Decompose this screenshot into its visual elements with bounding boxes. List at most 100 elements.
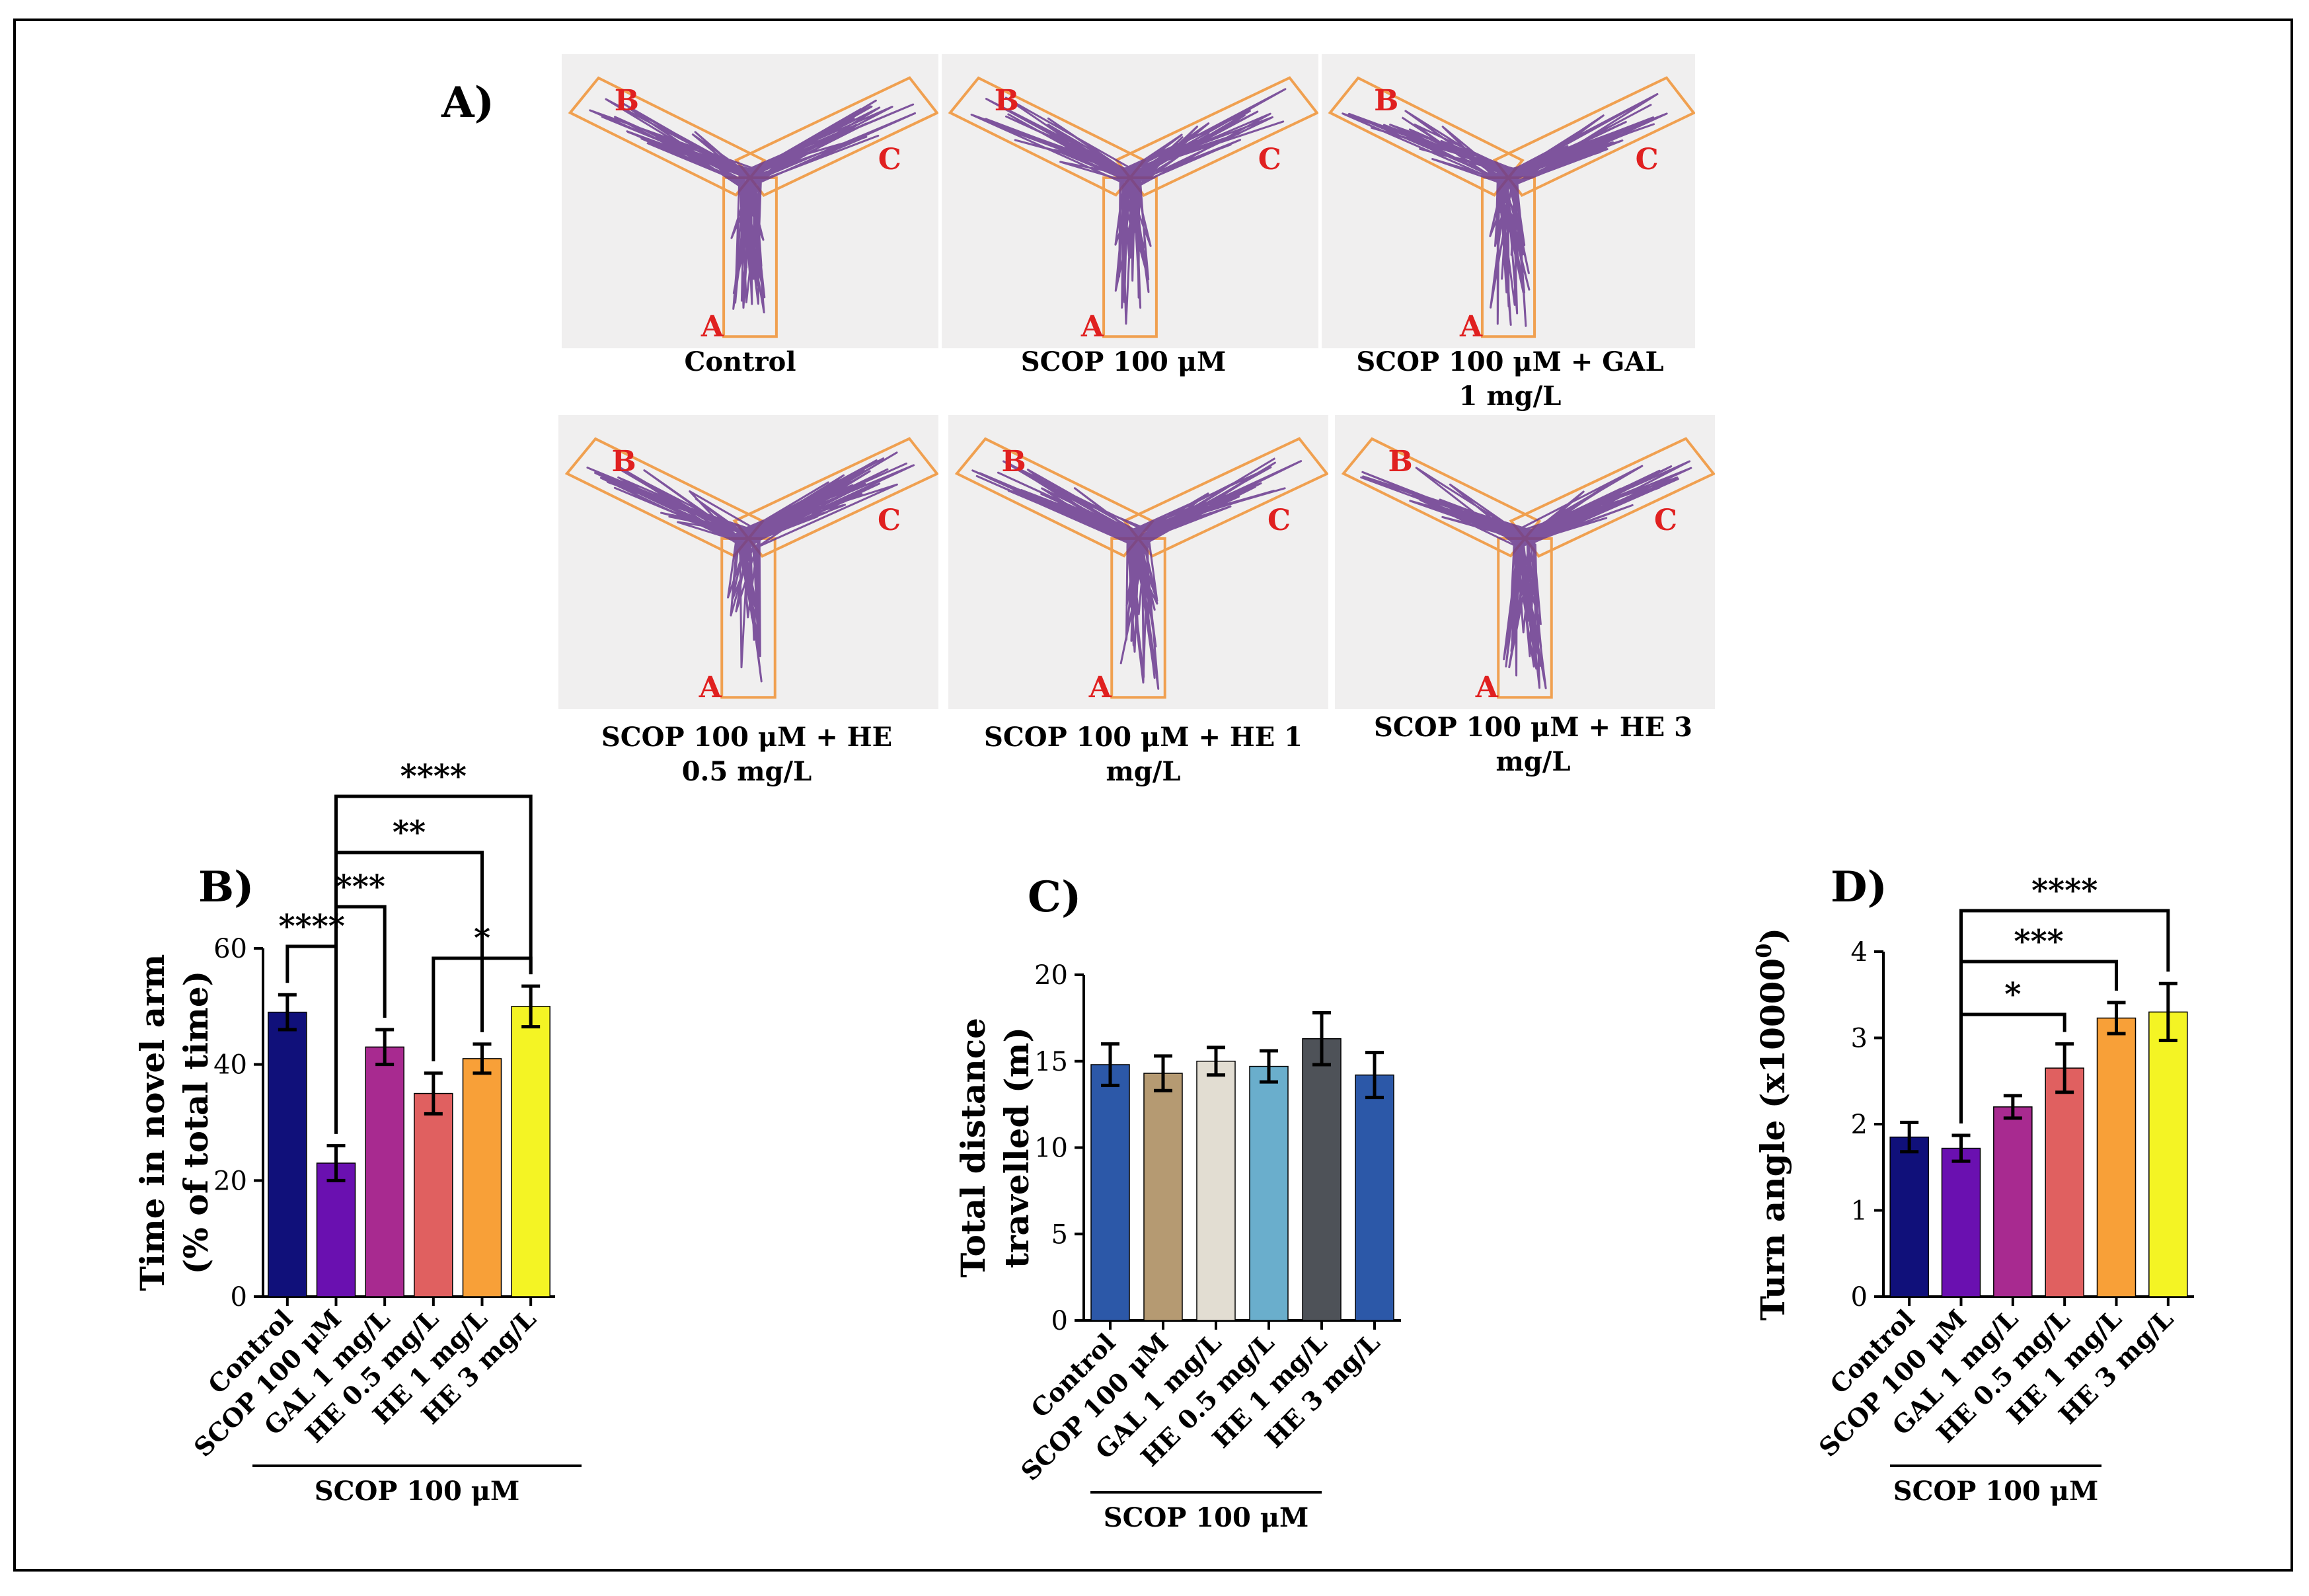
ymaze-arm-label: C [1268,503,1291,537]
bar [1993,1106,2033,1297]
y-tick-label: 10 [1034,1133,1068,1164]
ymaze-track-image: A B C [562,54,938,348]
bar [1941,1147,1981,1297]
ymaze-arm-label: B [611,444,636,478]
ymaze-arm-label: C [1654,503,1678,537]
panel-label-c: C) [1028,872,1082,922]
ymaze-arm-label: A [699,671,722,705]
y-axis-label-line2: travelled (m) [997,1027,1036,1268]
bar [365,1046,404,1297]
y-axis-label: Time in novel arm [133,954,172,1291]
ymaze-track-path [971,89,1285,324]
ymaze-arm-label: C [878,503,901,537]
significance-label: *** [336,868,385,905]
ymaze-arm-label: A [1475,671,1498,705]
ymaze-svg [948,415,1328,709]
y-tick-label: 3 [1851,1024,1868,1054]
y-tick-label: 0 [1851,1282,1868,1312]
bar [1889,1136,1929,1297]
bar [462,1058,502,1297]
ymaze-track-image: A B C [942,54,1318,348]
bar [1090,1064,1130,1321]
significance-label: *** [2014,923,2063,960]
bar [414,1092,453,1297]
y-tick-label: 20 [213,1166,247,1196]
y-axis-label-close: ) [1753,928,1792,944]
ymaze-arm-label: C [1635,142,1659,176]
maze-caption: SCOP 100 μM [1020,346,1227,377]
significance-label: **** [2031,872,2098,909]
bar [1143,1073,1183,1321]
ymaze-arm-label: B [994,83,1019,118]
bar [316,1162,356,1297]
ymaze-track-image: A B C [558,415,938,709]
significance-bracket [1959,909,2170,1123]
panel-label-b: B) [198,862,254,912]
bar [1355,1074,1394,1321]
ymaze-svg [558,415,938,709]
bar [511,1006,550,1297]
figure-frame [13,19,2293,1572]
panel-label-a: A) [441,78,494,128]
ymaze-track-image: A B C [948,415,1328,709]
significance-bracket [1959,960,2118,1123]
significance-label: * [2004,976,2021,1013]
significance-label: **** [278,908,344,945]
y-tick-label: 0 [1051,1306,1068,1336]
y-tick-label: 40 [213,1050,247,1081]
ymaze-arm-label: A [1460,310,1483,344]
maze-caption: SCOP 100 μM + HE 1 mg/L [984,722,1303,787]
y-tick-label: 1 [1851,1196,1868,1227]
bar [2148,1011,2188,1297]
y-axis-label-sup: 0 [1751,943,1776,958]
maze-caption: SCOP 100 μM + HE 3 mg/L [1374,712,1692,777]
maze-caption: Control [684,346,796,377]
y-tick-label: 60 [213,934,247,964]
ymaze-arm-label: A [1088,671,1112,705]
ymaze-arm-label: A [700,310,724,344]
significance-bracket [334,794,533,1134]
maze-caption: SCOP 100 μM + HE 0.5 mg/L [601,722,893,787]
y-axis-label-text: Turn angle (x10000 [1753,958,1792,1320]
ymaze-arm-label: B [1374,83,1399,118]
ymaze-svg [1335,415,1715,709]
bar [2045,1067,2084,1297]
ymaze-arm-label: C [1258,142,1281,176]
y-tick-label: 2 [1851,1110,1868,1140]
significance-label: ** [393,814,426,851]
group-label: SCOP 100 μM [1104,1502,1309,1533]
ymaze-track-path [1361,461,1691,688]
ymaze-track-image: A B C [1335,415,1715,709]
ymaze-track-path [590,99,915,313]
ymaze-track-path [587,453,914,681]
maze-caption: SCOP 100 μM + GAL 1 mg/L [1356,346,1664,412]
significance-label: **** [400,758,467,795]
ymaze-arm-label: B [1388,444,1413,478]
ymaze-svg [562,54,938,348]
y-tick-label: 0 [231,1282,247,1312]
ymaze-svg [1322,54,1695,348]
bar [1302,1038,1342,1321]
bar [1196,1061,1236,1321]
y-tick-label: 20 [1034,960,1068,991]
ymaze-track-image: A B C [1322,54,1695,348]
y-axis-label-line1: Total distance [954,1018,993,1277]
group-label: SCOP 100 μM [315,1476,520,1507]
y-tick-label: 15 [1034,1047,1068,1077]
y-tick-label: 5 [1051,1219,1068,1250]
y-axis-label-line2: (% of total time) [176,971,215,1275]
ymaze-svg [942,54,1318,348]
y-axis-label-line1: Time in novel arm [133,954,172,1291]
y-axis-label: Total distance [954,1018,993,1277]
bar [2096,1017,2137,1297]
ymaze-track-path [1343,94,1667,326]
ymaze-track-path [973,459,1301,689]
y-axis-label: Turn angle (x100000) [1751,928,1792,1320]
panel-label-d: D) [1831,862,1887,912]
ymaze-arm-label: C [878,142,901,176]
ymaze-arm-label: B [1001,444,1026,478]
ymaze-arm-label: A [1080,310,1104,344]
